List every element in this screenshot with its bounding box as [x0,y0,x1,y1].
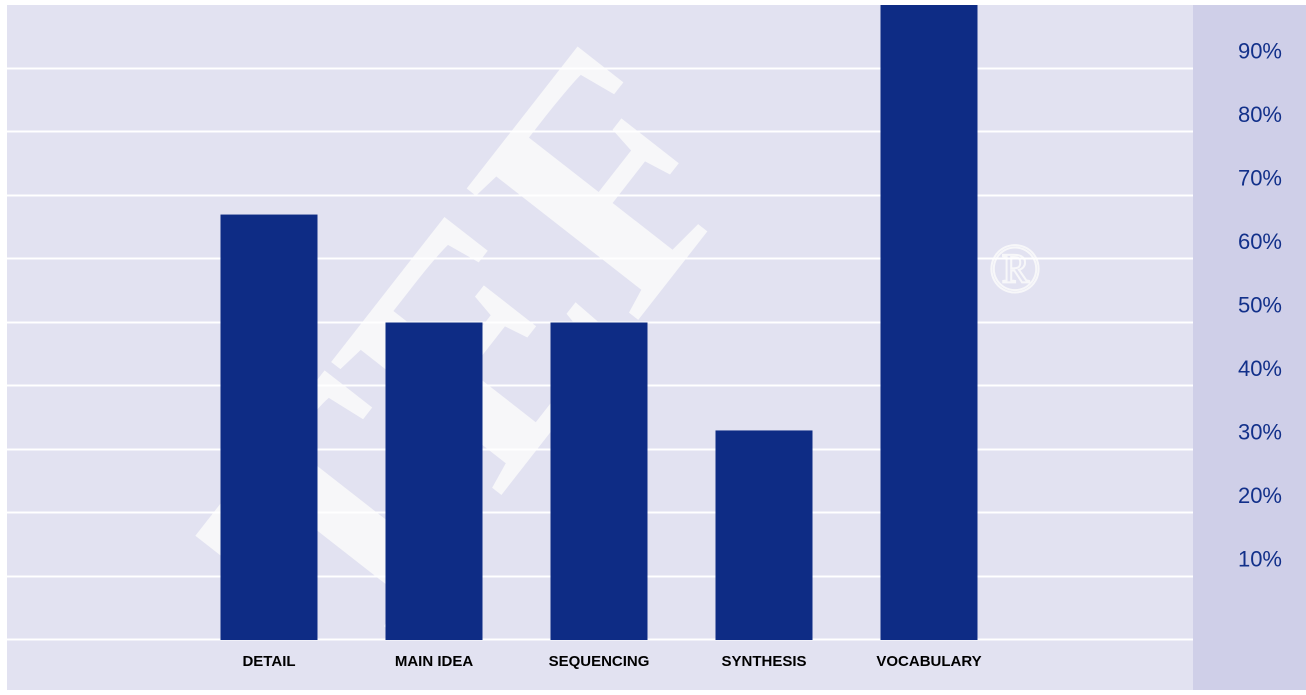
bar-synthesis [715,430,813,640]
bar-main-idea [385,322,483,640]
y-tick-label: 90% [1238,39,1282,64]
y-tick-label: 40% [1238,356,1282,381]
category-labels: DETAIL MAIN IDEA SEQUENCING SYNTHESIS VOCABU… [242,653,981,670]
watermark-registered-mark: ® [988,231,1041,308]
y-tick-label: 20% [1238,483,1282,508]
category-label: SEQUENCING [549,653,650,670]
y-tick-label: 80% [1238,102,1282,127]
category-label: DETAIL [242,653,295,670]
bar-vocabulary [880,5,978,640]
y-tick-label: 50% [1238,293,1282,318]
bars [220,5,978,641]
y-tick-label: 30% [1238,420,1282,445]
y-axis-panel [1193,5,1306,690]
y-tick-label: 70% [1238,166,1282,191]
y-tick-labels: 10%20%30%40%50%60%70%80%90%100% [1238,39,1282,572]
y-tick-label: 60% [1238,229,1282,254]
category-label: SYNTHESIS [721,653,806,670]
bar-detail [220,214,318,641]
bar-sequencing [550,322,648,640]
category-label: MAIN IDEA [395,653,474,670]
category-label: VOCABULARY [876,653,981,670]
y-tick-label: 10% [1238,547,1282,572]
